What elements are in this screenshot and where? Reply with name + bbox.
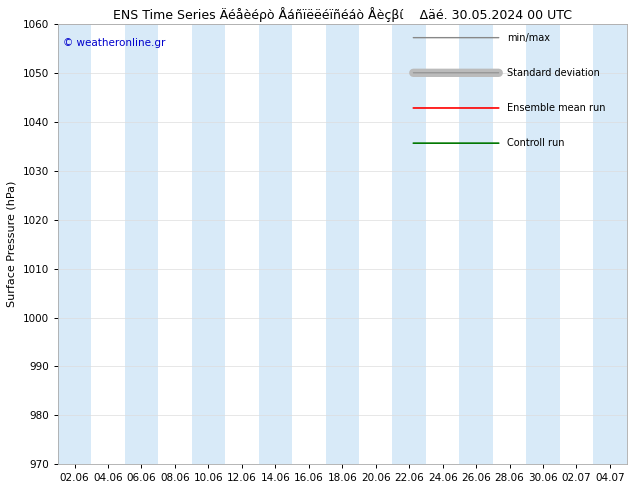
Text: min/max: min/max [507, 33, 550, 43]
Text: © weatheronline.gr: © weatheronline.gr [63, 38, 166, 48]
Bar [259, 24, 292, 464]
Text: Ensemble mean run: Ensemble mean run [507, 103, 605, 113]
Y-axis label: Surface Pressure (hPa): Surface Pressure (hPa) [7, 181, 17, 307]
Bar [526, 24, 560, 464]
Bar [125, 24, 158, 464]
Bar [460, 24, 493, 464]
Text: Standard deviation: Standard deviation [507, 68, 600, 78]
Bar [593, 24, 626, 464]
Text: Controll run: Controll run [507, 138, 565, 148]
Title: ENS Time Series Äéåèéρò Åáñïëëéïñéáò Åèçβί    Δäé. 30.05.2024 00 UTC: ENS Time Series Äéåèéρò Åáñïëëéïñéáò Åèç… [113, 7, 572, 22]
Bar [392, 24, 426, 464]
Bar [325, 24, 359, 464]
Bar [191, 24, 225, 464]
Bar [58, 24, 91, 464]
